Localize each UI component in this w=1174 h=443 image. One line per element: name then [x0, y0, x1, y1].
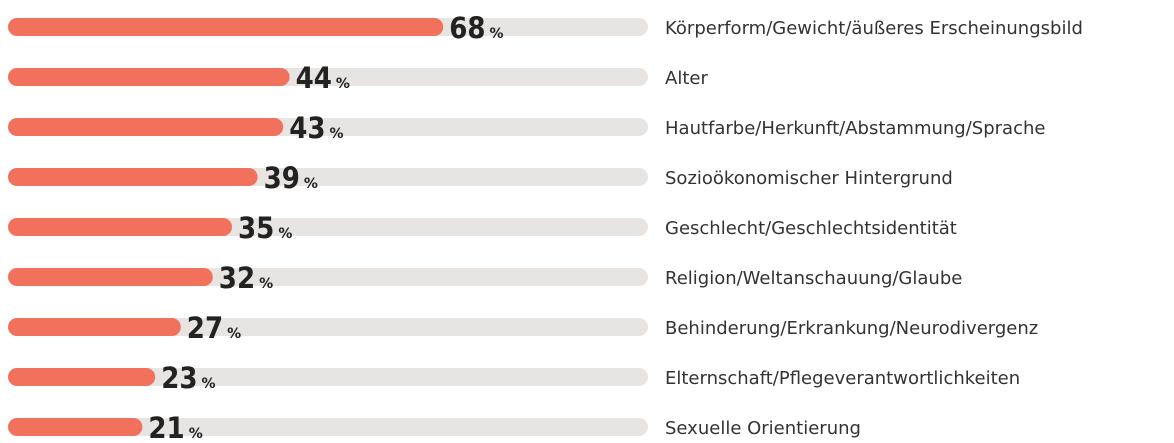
value-label: 27% [187, 311, 241, 345]
value-unit: % [304, 176, 318, 192]
category-label: Hautfarbe/Herkunft/Abstammung/Sprache [665, 118, 1045, 139]
value-unit: % [227, 326, 241, 342]
value-unit: % [278, 226, 292, 242]
bar [8, 68, 290, 86]
value-number: 35 [238, 211, 274, 245]
value-number: 23 [161, 361, 197, 395]
bar [8, 218, 232, 236]
category-label: Religion/Weltanschauung/Glaube [665, 268, 962, 289]
value-unit: % [330, 126, 344, 142]
value-label: 23% [161, 361, 215, 395]
value-label: 39% [264, 161, 318, 195]
value-number: 68 [449, 11, 485, 45]
bar [8, 418, 143, 436]
value-label: 43% [289, 111, 343, 145]
category-label: Elternschaft/Pflegeverantwortlichkeiten [665, 368, 1020, 389]
value-unit: % [336, 76, 350, 92]
value-unit: % [189, 426, 203, 442]
value-number: 44 [296, 61, 332, 95]
category-label: Behinderung/Erkrankung/Neurodivergenz [665, 318, 1038, 339]
bar-track [8, 418, 648, 436]
value-number: 27 [187, 311, 223, 345]
value-unit: % [202, 376, 216, 392]
category-label: Alter [665, 68, 708, 89]
value-unit: % [259, 276, 273, 292]
value-number: 21 [148, 411, 184, 443]
category-label: Geschlecht/Geschlechtsidentität [665, 218, 957, 239]
category-label: Sexuelle Orientierung [665, 418, 861, 439]
value-label: 32% [219, 261, 273, 295]
value-label: 35% [238, 211, 292, 245]
bar [8, 268, 213, 286]
bar [8, 168, 258, 186]
value-number: 39 [264, 161, 300, 195]
value-number: 43 [289, 111, 325, 145]
bar [8, 18, 444, 36]
bar [8, 318, 181, 336]
value-number: 32 [219, 261, 255, 295]
value-label: 44% [296, 61, 350, 95]
bar-track [8, 368, 648, 386]
value-label: 68% [449, 11, 503, 45]
value-label: 21% [148, 411, 202, 443]
bar [8, 118, 284, 136]
bar [8, 368, 156, 386]
category-label: Sozioökonomischer Hintergrund [665, 168, 953, 189]
category-label: Körperform/Gewicht/äußeres Erscheinungsb… [665, 18, 1083, 39]
value-unit: % [490, 26, 504, 42]
